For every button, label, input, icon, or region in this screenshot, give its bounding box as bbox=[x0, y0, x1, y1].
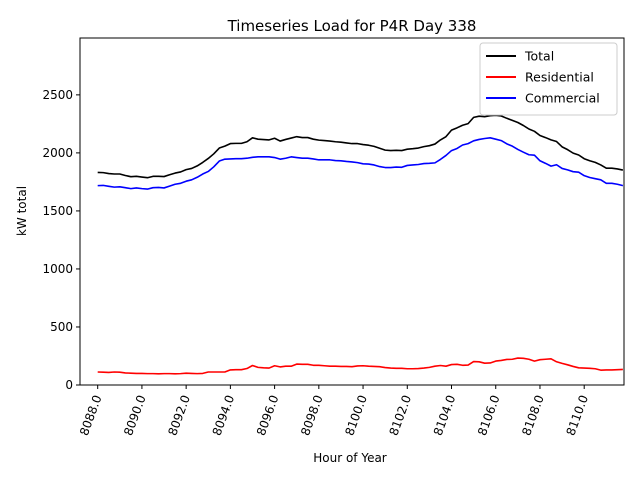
x-tick-label: 8094.0 bbox=[210, 393, 238, 437]
chart-title: Timeseries Load for P4R Day 338 bbox=[227, 17, 477, 35]
y-tick-label: 1000 bbox=[42, 262, 73, 276]
x-axis: 8088.0 8090.0 8092.0 8094.0 8096.0 8098.0 8100… bbox=[77, 385, 591, 437]
y-tick-label: 2000 bbox=[42, 146, 73, 160]
series-line-total bbox=[97, 114, 624, 179]
y-axis-label: kW total bbox=[15, 186, 29, 236]
x-axis-label: Hour of Year bbox=[313, 451, 387, 465]
x-tick-label: 8098.0 bbox=[298, 393, 326, 437]
x-tick-label: 8092.0 bbox=[165, 393, 193, 437]
x-tick-label: 8108.0 bbox=[519, 393, 547, 437]
legend-label-total: Total bbox=[524, 49, 554, 64]
legend-label-commercial: Commercial bbox=[525, 91, 600, 106]
y-tick-label: 0 bbox=[65, 378, 73, 392]
y-tick-label: 1500 bbox=[42, 204, 73, 218]
x-tick-label: 8102.0 bbox=[387, 393, 415, 437]
y-axis: 0 500 1000 1500 2000 2500 bbox=[42, 88, 80, 392]
plot-frame bbox=[79, 37, 625, 386]
x-tick-label: 8090.0 bbox=[121, 393, 149, 437]
legend: Total Residential Commercial bbox=[479, 42, 618, 116]
legend-label-residential: Residential bbox=[525, 70, 594, 85]
x-tick-label: 8110.0 bbox=[563, 393, 591, 437]
x-tick-label: 8096.0 bbox=[254, 393, 282, 437]
series-line-commercial bbox=[97, 137, 624, 190]
y-tick-label: 500 bbox=[50, 320, 73, 334]
series-line-residential bbox=[97, 357, 623, 375]
y-tick-label: 2500 bbox=[42, 88, 73, 102]
x-tick-label: 8106.0 bbox=[475, 393, 503, 437]
x-tick-label: 8104.0 bbox=[431, 393, 459, 437]
plot-lines bbox=[97, 114, 624, 375]
x-tick-label: 8088.0 bbox=[77, 393, 105, 437]
x-tick-label: 8100.0 bbox=[342, 393, 370, 437]
